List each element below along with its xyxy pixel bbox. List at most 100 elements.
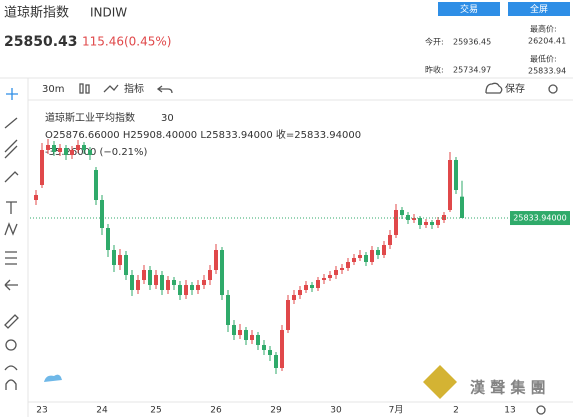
candle-body — [142, 270, 146, 280]
candle-body — [304, 285, 308, 290]
candle-body — [226, 295, 230, 325]
candle-body — [286, 300, 290, 330]
stat-label: 今开: — [425, 37, 444, 47]
stat-value: 25734.97 — [453, 66, 491, 75]
x-tick-label: 7月 — [389, 405, 404, 416]
x-tick-label: 24 — [96, 406, 108, 416]
interval-button[interactable]: 30m — [42, 84, 64, 95]
fullscreen-button[interactable] — [508, 2, 570, 16]
candle-body — [88, 150, 92, 155]
candle-body — [268, 350, 272, 355]
legend-change: -35.26000 (−0.21%) — [45, 147, 148, 158]
candle-body — [382, 245, 386, 255]
candle-body — [214, 250, 218, 270]
index-code: INDIW — [90, 6, 127, 20]
candle-body — [454, 160, 458, 190]
cloud-badge — [44, 374, 62, 382]
candle-body — [346, 262, 350, 268]
watermark: 漢 聲 集 團 — [470, 379, 546, 397]
indicators-button[interactable]: 指标 — [124, 82, 144, 95]
index-name: 道琼斯指数 — [4, 6, 69, 21]
x-tick-label: 29 — [270, 406, 282, 416]
indicator-icon[interactable] — [103, 84, 119, 93]
candle-body — [130, 275, 134, 290]
candle-body — [292, 295, 296, 300]
candle-body — [430, 222, 434, 225]
candle-body — [322, 278, 326, 280]
candle-body — [364, 255, 368, 262]
candle-body — [250, 335, 254, 340]
legend-name: 道琼斯工业平均指数 — [45, 111, 135, 124]
stat-value: 25936.45 — [453, 38, 491, 47]
candle-body — [238, 330, 242, 335]
x-tick-label: 30 — [330, 406, 342, 416]
candle-body — [388, 235, 392, 245]
candle-body — [184, 285, 188, 295]
x-tick-label: 26 — [210, 406, 222, 416]
candle-body — [208, 270, 212, 280]
candle-body — [148, 270, 152, 285]
candle-body — [298, 290, 302, 295]
candle-body — [202, 280, 206, 285]
candle-body — [232, 325, 236, 335]
last-price-box — [510, 211, 570, 226]
trade-button-label[interactable]: 交易 — [460, 3, 478, 15]
stat-label: 最低价: — [530, 54, 557, 64]
candle-body — [340, 268, 344, 270]
candle-body — [370, 250, 374, 262]
drawing-tools[interactable] — [4, 88, 19, 390]
candle-body — [172, 280, 176, 285]
candle-body — [460, 196, 464, 219]
candle-body — [394, 210, 398, 235]
x-tick-label: 13 — [504, 406, 515, 416]
candle-body — [52, 145, 56, 152]
stat-label: 最高价: — [530, 24, 557, 34]
candle-body — [310, 285, 314, 288]
logo-mark — [423, 365, 457, 399]
legend-ohlc: O25876.66000 H25908.40000 L25833.94000 收… — [45, 128, 361, 141]
legend-interval: 30 — [161, 113, 174, 124]
candle-icon[interactable] — [79, 83, 90, 94]
x-tick-label: 25 — [150, 406, 161, 416]
candle-body — [352, 258, 356, 262]
candle-body — [436, 220, 440, 225]
settings-icon[interactable] — [548, 84, 558, 94]
candle-body — [442, 215, 446, 220]
candle-body — [412, 218, 416, 220]
candle-body — [106, 228, 110, 250]
stat-value: 26204.41 — [528, 37, 566, 46]
fullscreen-button-label[interactable]: 全屏 — [530, 3, 548, 15]
last-price-label: 25833.94000 — [513, 214, 566, 223]
candle-body — [76, 145, 80, 150]
candle-body — [100, 200, 104, 228]
candle-body — [178, 285, 182, 295]
stat-value: 25833.94 — [528, 67, 566, 76]
price-change: 115.46(0.45%) — [82, 35, 171, 49]
cloud-icon[interactable] — [485, 82, 503, 94]
stat-label: 昨收: — [425, 65, 444, 75]
candle-body — [160, 275, 164, 290]
candle-body — [124, 255, 128, 275]
candle-body — [400, 210, 404, 215]
candle-body — [58, 148, 62, 152]
candle-body — [46, 145, 50, 150]
candle-body — [166, 280, 170, 290]
candle-body — [448, 160, 452, 210]
candle-body — [220, 250, 224, 295]
x-tick-label: 2 — [453, 406, 459, 416]
trade-button[interactable] — [438, 2, 500, 16]
axis-settings-icon[interactable] — [536, 405, 546, 415]
x-tick-label: 23 — [36, 406, 47, 416]
candle-body — [328, 275, 332, 278]
undo-icon[interactable] — [156, 85, 173, 94]
candle-body — [418, 218, 422, 225]
candle-body — [64, 148, 68, 155]
candle-body — [274, 355, 278, 368]
price: 25850.43 — [4, 34, 78, 50]
candle-body — [280, 330, 284, 368]
candle-body — [136, 280, 140, 290]
candle-body — [82, 145, 86, 150]
candle-body — [94, 170, 98, 200]
save-button[interactable]: 保存 — [505, 82, 525, 95]
